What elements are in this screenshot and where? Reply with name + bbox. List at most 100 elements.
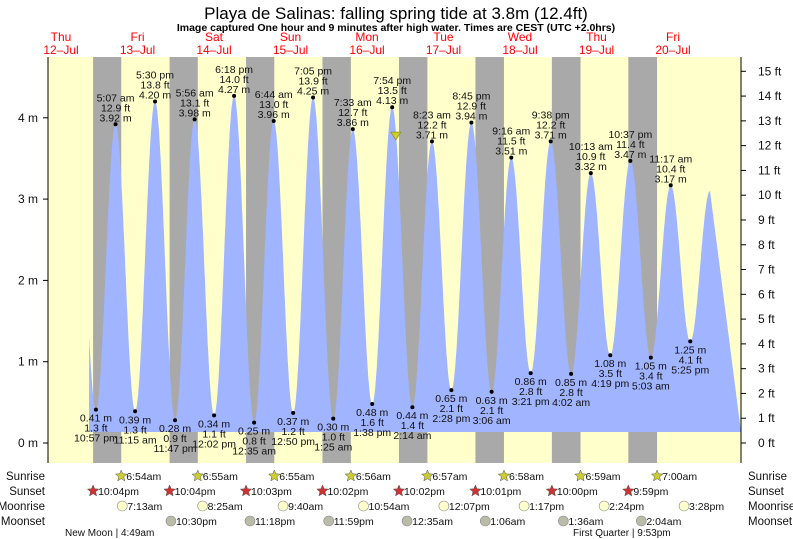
sunrise-time: 6:59am [586,471,621,483]
y-tick-label-ft: 10 ft [758,188,782,202]
low-tide-ft: 1.3 ft [84,423,107,435]
high-tide-ft: 10.4 ft [656,163,685,175]
high-tide-point [271,119,276,124]
tide-area [89,95,741,433]
high-tide-ft: 13.5 ft [378,85,407,97]
high-tide-point [311,95,316,100]
moonset-time: 1:06am [490,516,525,528]
low-tide-ft: 1.6 ft [361,417,384,429]
moonrise-time: 12:07pm [449,501,490,513]
high-tide-ft: 10.9 ft [576,151,605,163]
sunset-icon [163,484,176,497]
high-tide-time: 11:17 am [649,153,692,165]
low-tide-m: 0.48 m [356,407,388,419]
low-tide-time: 1:25 am [314,442,352,454]
sunrise-time: 6:56am [356,471,391,483]
high-tide-ft: 13.9 ft [298,75,327,87]
y-tick-label-m: 2 m [18,273,38,287]
high-tide-point [668,183,673,188]
high-tide-point [469,120,474,125]
high-tide-ft: 12.7 ft [338,107,367,119]
sunrise-row-label: Sunrise [6,471,45,483]
low-tide-m: 0.28 m [159,423,191,435]
high-tide-m: 3.71 m [535,129,567,141]
low-tide-time: 2:14 am [393,430,431,442]
moonrise-icon [197,500,208,512]
sunset-time: 10:01pm [480,486,521,498]
sunset-icon [316,484,329,497]
date-label: 20–Jul [655,43,690,57]
low-tide-ft: 1.0 ft [322,432,345,444]
low-tide-point [528,371,533,376]
sunrise-time: 6:55am [279,471,314,483]
high-tide-ft: 12.9 ft [457,101,486,113]
high-tide-time: 5:56 am [176,87,214,99]
moonrise-row-label: Moonrise [0,501,45,513]
high-tide-m: 3.47 m [614,149,646,161]
low-tide-m: 0.44 m [396,410,428,422]
high-tide-point [509,155,514,160]
high-tide-m: 3.94 m [455,111,487,123]
low-tide-m: 0.41 m [80,413,112,425]
sunset-icon [239,484,253,497]
low-tide-m: 0.30 m [317,422,349,434]
moonrise-time: 2:24pm [609,501,644,513]
moonrise-icon [678,500,690,512]
low-tide-point [331,416,336,421]
y-tick-label-ft: 5 ft [758,312,775,326]
high-tide-m: 4.27 m [218,84,250,96]
y-tick-label-ft: 9 ft [758,213,775,227]
moonset-icon [165,515,177,527]
low-tide-time: 10:57 pm [74,433,118,445]
sunrise-row-label-right: Sunrise [748,471,787,483]
high-tide-time: 7:05 pm [294,65,332,77]
high-tide-time: 6:18 pm [215,64,253,76]
day-of-week-label: Fri [666,30,680,44]
low-tide-ft: 3.5 ft [599,368,622,380]
sunrise-icon [421,469,434,482]
high-tide-m: 4.13 m [376,95,408,107]
low-tide-ft: 2.8 ft [559,387,582,399]
high-tide-time: 5:07 am [97,92,135,104]
moonrise-time: 1:17pm [529,501,564,513]
sunrise-icon [650,469,664,482]
moonset-row-label-right: Moonset [748,516,793,528]
moonrise-time: 9:40am [288,501,323,513]
low-tide-point [252,420,257,425]
date-label: 19–Jul [579,43,614,57]
moonset-time: 12:35am [412,516,453,528]
low-tide-m: 1.05 m [635,361,667,373]
low-tide-time: 12:02 pm [192,438,236,450]
day-of-week-label: Mon [355,30,378,44]
y-tick-label-ft: 7 ft [758,263,775,277]
moonset-icon [323,515,334,527]
high-tide-m: 4.25 m [297,85,329,97]
sunset-icon [392,484,406,497]
moonrise-icon [598,500,610,512]
high-tide-point [232,93,237,98]
date-label: 17–Jul [426,43,461,57]
moonrise-time: 3:28pm [689,501,724,513]
sunrise-icon [574,469,587,482]
sunrise-icon [344,469,358,482]
low-tide-point [291,410,296,415]
moonset-icon [479,515,491,527]
y-tick-label-ft: 12 ft [758,139,782,153]
high-tide-point [429,139,434,144]
y-tick-label-m: 1 m [18,355,38,369]
low-tide-ft: 0.9 ft [163,433,186,445]
moonset-time: 1:36am [568,516,603,528]
high-tide-time: 8:45 pm [452,91,490,103]
high-tide-point [113,122,118,127]
day-of-week-label: Thu [51,30,72,44]
low-tide-point [133,409,138,414]
y-tick-label-ft: 13 ft [758,114,782,128]
y-tick-label-m: 3 m [18,192,38,206]
high-tide-point [548,139,553,144]
moonset-time: 10:30pm [176,516,217,528]
high-tide-m: 3.51 m [495,146,527,158]
y-tick-label-ft: 3 ft [758,362,775,376]
high-tide-time: 10:37 pm [608,129,652,141]
low-tide-time: 4:19 pm [591,378,629,390]
low-tide-point [212,413,217,418]
